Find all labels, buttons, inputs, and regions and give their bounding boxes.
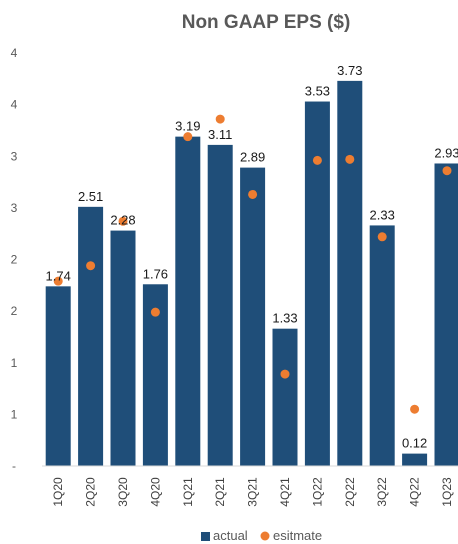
x-tick-label: 2Q21 (213, 477, 227, 507)
y-tick-label: 1 (11, 407, 18, 421)
bar-actual (434, 163, 458, 467)
point-esitmate (377, 232, 387, 242)
bar-actual (337, 80, 363, 466)
data-label: 1.74 (46, 268, 71, 283)
bar-actual (175, 136, 201, 466)
legend-swatch-esitmate (260, 531, 270, 541)
bar-actual (402, 453, 428, 466)
y-tick-label: 3 (11, 201, 18, 215)
point-esitmate (410, 404, 420, 414)
data-label: 0.12 (402, 436, 427, 451)
point-esitmate (345, 154, 355, 164)
legend-label-actual: actual (213, 528, 248, 543)
legend: actual esitmate (201, 528, 322, 543)
y-tick-label: 2 (11, 304, 18, 318)
y-tick-label: 4 (11, 98, 18, 112)
data-labels: 1.74 2.51 2.28 1.76 3.19 3.11 2.89 1.33 3.53 3.73… (46, 63, 458, 451)
point-esitmate (280, 369, 290, 379)
bar-actual (110, 230, 136, 466)
x-tick-label: 1Q22 (310, 477, 324, 507)
y-tick-label: 2 (11, 253, 18, 267)
point-esitmate (248, 189, 258, 199)
data-label: 2.89 (240, 150, 265, 165)
x-axis: 1Q20 2Q20 3Q20 4Q20 1Q21 2Q21 3Q21 4Q21 1Q22 2Q22… (42, 465, 458, 507)
legend-swatch-actual (201, 532, 210, 541)
bar-actual (369, 225, 395, 466)
bar-actual (240, 167, 266, 467)
estimate-points (53, 114, 452, 414)
x-tick-label: 3Q22 (375, 477, 389, 507)
data-label: 3.53 (305, 84, 330, 99)
y-tick-label: 1 (11, 356, 18, 370)
data-label: 1.33 (272, 311, 297, 326)
bar-actual (78, 206, 104, 466)
point-esitmate (183, 132, 193, 142)
point-esitmate (118, 216, 128, 226)
x-tick-label: 2Q20 (84, 477, 98, 507)
x-tick-label: 3Q20 (116, 477, 130, 507)
legend-label-esitmate: esitmate (273, 528, 322, 543)
data-label: 1.76 (143, 266, 168, 281)
data-label: 3.73 (337, 63, 362, 78)
bar-actual (45, 286, 71, 466)
data-label: 2.28 (110, 213, 135, 228)
data-label: 3.11 (208, 127, 232, 142)
point-esitmate (215, 114, 225, 124)
point-esitmate (86, 261, 96, 271)
x-tick-label: 2Q22 (343, 477, 357, 507)
y-axis: - 1 1 2 2 3 3 4 4 (11, 46, 18, 473)
y-tick-label: 3 (11, 149, 18, 163)
data-label: 3.19 (175, 119, 200, 134)
point-esitmate (53, 276, 63, 286)
x-tick-label: 1Q23 (440, 477, 454, 507)
chart-title: Non GAAP EPS ($) (182, 12, 351, 33)
point-esitmate (150, 307, 160, 317)
x-tick-label: 4Q22 (408, 477, 422, 507)
data-label: 2.33 (370, 207, 395, 222)
data-label: 2.51 (78, 189, 103, 204)
y-tick-label: 4 (11, 46, 18, 60)
x-tick-label: 4Q21 (278, 477, 292, 507)
x-tick-label: 1Q20 (51, 477, 65, 507)
bar-actual (272, 328, 298, 466)
x-tick-label: 4Q20 (148, 477, 162, 507)
bar-actual (207, 144, 233, 466)
actual-bars (45, 80, 458, 467)
point-esitmate (442, 166, 452, 176)
data-label: 2.93 (434, 145, 458, 160)
x-tick-label: 3Q21 (246, 477, 260, 507)
x-tick-label: 1Q21 (181, 477, 195, 507)
point-esitmate (312, 155, 322, 165)
y-tick-label: - (12, 459, 16, 473)
